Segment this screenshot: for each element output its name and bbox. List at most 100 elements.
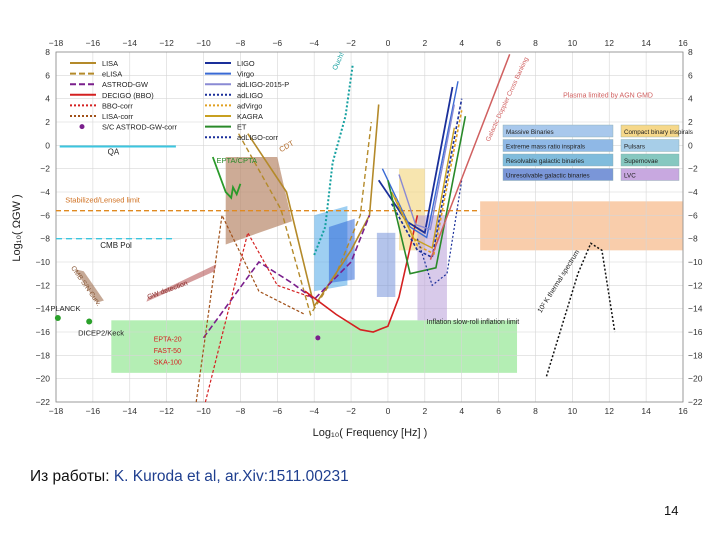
legend-right-label-4: adVirgo bbox=[237, 101, 262, 110]
massive-binaries-region bbox=[328, 218, 355, 283]
y-tick-label-left: −10 bbox=[36, 257, 51, 267]
annotation-planck: PLANCK bbox=[50, 304, 80, 313]
legend-right-label-7: adLIGO-corr bbox=[237, 133, 279, 142]
x-axis-label: Log₁₀( Frequency [Hz] ) bbox=[313, 427, 428, 439]
cdt-region bbox=[225, 157, 292, 245]
kagra-curve bbox=[390, 127, 455, 250]
x-tick-label-bottom: −10 bbox=[196, 406, 211, 416]
annotation-thermal: 10² K thermal spectrum bbox=[537, 249, 582, 315]
legend-right-label-1: Virgo bbox=[237, 70, 254, 79]
y-tick-label-right: −10 bbox=[688, 257, 703, 267]
source-legend-label-3: Pulsars bbox=[624, 144, 645, 151]
annotation-cpta: EPTA/CPTA bbox=[216, 156, 257, 165]
galactic-line bbox=[429, 54, 511, 260]
x-tick-label-top: 14 bbox=[641, 38, 651, 48]
page-number: 14 bbox=[664, 503, 679, 518]
x-tick-label-top: −10 bbox=[196, 38, 211, 48]
legend-left-label-4: BBO-corr bbox=[102, 101, 133, 110]
annotation-epta: EPTA-20 bbox=[154, 336, 182, 343]
y-tick-label-right: 2 bbox=[688, 117, 693, 127]
x-tick-label-top: −6 bbox=[272, 38, 282, 48]
y-tick-label-right: −20 bbox=[688, 374, 703, 384]
source-regions bbox=[225, 157, 447, 321]
legend-left-label-0: LISA bbox=[102, 59, 118, 68]
x-tick-label-bottom: 12 bbox=[605, 406, 615, 416]
x-tick-label-top: −12 bbox=[159, 38, 174, 48]
annotation-qa: QA bbox=[108, 148, 120, 157]
y-tick-label-left: −18 bbox=[36, 350, 51, 360]
source-legend-box-7 bbox=[620, 168, 680, 181]
y-tick-label-right: −16 bbox=[688, 327, 703, 337]
caption-citation: K. Kuroda et al, ar.Xiv:1511.00231 bbox=[113, 468, 349, 485]
legend-right-label-5: KAGRA bbox=[237, 112, 263, 121]
sensitivity-curves bbox=[54, 54, 616, 403]
source-legend-box-5 bbox=[620, 153, 680, 167]
x-tick-label-bottom: 8 bbox=[533, 406, 538, 416]
source-legend-box-2 bbox=[502, 139, 614, 152]
x-tick-label-top: 8 bbox=[533, 38, 538, 48]
y-tick-label-left: −2 bbox=[40, 164, 50, 174]
x-tick-label-bottom: 4 bbox=[459, 406, 464, 416]
x-tick-label-bottom: −12 bbox=[159, 406, 174, 416]
source-legend-box-1 bbox=[620, 124, 680, 138]
x-tick-label-top: 2 bbox=[422, 38, 427, 48]
annotation-ouch: Ouch! bbox=[332, 52, 346, 72]
x-tick-label-bottom: −6 bbox=[272, 406, 282, 416]
thermal-curve bbox=[545, 242, 616, 377]
orange-band bbox=[480, 201, 683, 251]
x-tick-label-bottom: −16 bbox=[86, 406, 101, 416]
x-tick-label-bottom: 6 bbox=[496, 406, 501, 416]
legend-left-label-6: S/C ASTROD-GW-corr bbox=[102, 123, 178, 132]
source-legend-label-6: Unresolvable galactic binaries bbox=[506, 173, 590, 180]
caption: Из работы: K. Kuroda et al, ar.Xiv:1511.… bbox=[30, 468, 349, 486]
x-tick-label-top: −2 bbox=[346, 38, 356, 48]
legend-left-swatch-6 bbox=[79, 124, 85, 130]
y-tick-label-left: 0 bbox=[45, 140, 50, 150]
source-legend-box-6 bbox=[502, 168, 614, 181]
x-tick-label-top: 0 bbox=[386, 38, 391, 48]
annotation-slowroll: Inflation slow-roll inflation limit bbox=[427, 319, 520, 326]
y-tick-label-right: −4 bbox=[688, 187, 698, 197]
annotation-cdt: CDT bbox=[277, 138, 295, 154]
x-tick-label-top: −4 bbox=[309, 38, 319, 48]
lisa-curve bbox=[247, 104, 380, 309]
unresolvable-region bbox=[376, 232, 396, 297]
x-tick-label-bottom: 0 bbox=[386, 406, 391, 416]
y-tick-label-right: 8 bbox=[688, 47, 693, 57]
gw-detection-band bbox=[146, 264, 217, 302]
y-tick-label-left: −16 bbox=[36, 327, 51, 337]
x-tick-label-bottom: −4 bbox=[309, 406, 319, 416]
x-tick-label-top: −16 bbox=[86, 38, 101, 48]
legend-right-label-3: adLIGO bbox=[237, 91, 263, 100]
adligo-curve bbox=[390, 98, 463, 259]
planck-point bbox=[54, 315, 61, 321]
x-tick-label-top: 10 bbox=[568, 38, 578, 48]
y-tick-label-right: −6 bbox=[688, 210, 698, 220]
dicep-point bbox=[86, 318, 93, 325]
source-legend-box-0 bbox=[502, 124, 614, 138]
legend-right-label-6: ET bbox=[237, 123, 247, 132]
adligo2015-curve bbox=[398, 104, 455, 231]
x-tick-label-top: 12 bbox=[605, 38, 615, 48]
y-tick-label-left: −8 bbox=[40, 234, 50, 244]
annotation-fs_limit: Stabilized/Lensed limit bbox=[65, 196, 141, 205]
y-tick-label-right: 4 bbox=[688, 94, 693, 104]
y-tick-label-left: −4 bbox=[40, 187, 50, 197]
virgo-curve bbox=[381, 81, 459, 239]
bbo-corr-curve bbox=[204, 231, 311, 403]
y-tick-label-right: 6 bbox=[688, 70, 693, 80]
source-legend-label-0: Massive Binaries bbox=[506, 129, 554, 136]
elisa-curve bbox=[237, 121, 372, 317]
astrod-curve bbox=[202, 215, 371, 339]
source-legend-label-7: LVC bbox=[624, 173, 636, 180]
y-tick-label-left: −14 bbox=[36, 304, 51, 314]
annotation-agn: Plasma limited by AGN GMD bbox=[563, 93, 653, 100]
x-tick-label-bottom: −14 bbox=[123, 406, 138, 416]
x-tick-label-bottom: 14 bbox=[641, 406, 651, 416]
lisa-corr-curve bbox=[195, 213, 306, 403]
y-tick-label-right: −12 bbox=[688, 280, 703, 290]
y-tick-label-left: 6 bbox=[45, 70, 50, 80]
y-tick-label-left: −22 bbox=[36, 397, 51, 407]
x-tick-label-top: −14 bbox=[123, 38, 138, 48]
